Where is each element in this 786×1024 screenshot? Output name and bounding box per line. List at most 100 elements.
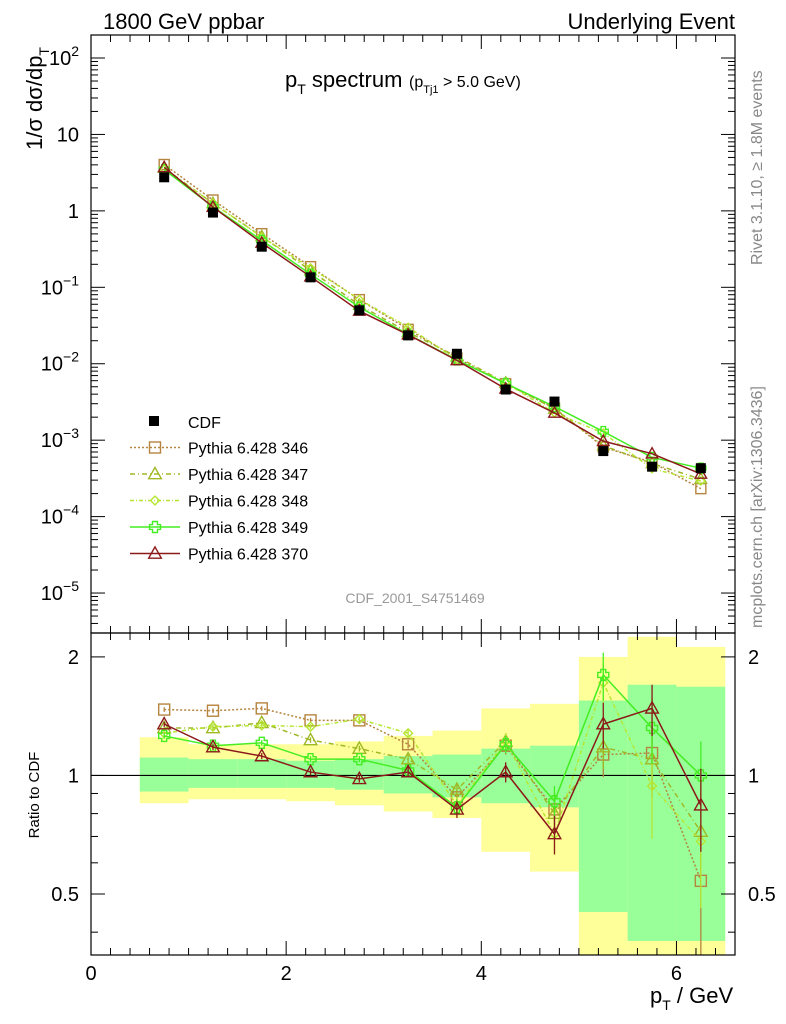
legend-marker [148, 520, 162, 534]
series-line-ratio [164, 707, 702, 882]
data-point [549, 396, 560, 407]
series-point-ratio [548, 795, 561, 808]
ratio-y-tick-label-right: 2 [748, 647, 759, 669]
series-line-main [163, 166, 702, 475]
series-point-ratio [353, 752, 366, 766]
band-inner [139, 757, 189, 792]
series-point-ratio [449, 781, 465, 796]
series-point-main [256, 227, 268, 240]
header-left: 1800 GeV ppbar [103, 9, 264, 34]
series-point-ratio [351, 770, 367, 785]
series-point-ratio [304, 752, 317, 766]
band-inner [237, 759, 287, 788]
band-inner [188, 759, 238, 788]
series-line-ratio [163, 707, 702, 836]
y-tick-label: 10 [57, 124, 79, 146]
series-line-main [163, 163, 702, 490]
series-point-main [597, 425, 609, 438]
data-point [647, 461, 658, 472]
svg-text:1/σ dσ/dpT: 1/σ dσ/dpT [22, 47, 52, 150]
series-point-ratio [597, 668, 610, 682]
x-tick-label: 2 [281, 963, 292, 985]
series-point-ratio [401, 738, 415, 751]
x-axis-label: pT / GeV [650, 983, 733, 1013]
legend: CDF Pythia 6.428 346 Pythia 6.428 347 Pythi… [130, 415, 308, 564]
series-point-main [207, 194, 219, 206]
svg-text:pT spectrum: pT spectrum [285, 67, 402, 97]
y-tick-label: 10−5 [41, 578, 79, 605]
legend-marker [149, 416, 159, 426]
series-point-ratio [305, 721, 316, 733]
series-point-main [596, 433, 611, 447]
legend-label: Pythia 6.428 349 [188, 520, 308, 537]
series-point-ratio [303, 764, 319, 778]
y-tick-label: 10−1 [41, 272, 79, 299]
series-point-ratio [400, 751, 416, 765]
y-axis-label: 1/σ dσ/dpT [22, 47, 52, 150]
mcplots-label: mcplots.cern.ch [arXiv:1306.3436] [749, 386, 766, 628]
series-point-ratio [157, 703, 171, 716]
series-line-main [163, 169, 702, 469]
series-point-ratio [499, 738, 512, 751]
series-point-ratio [206, 704, 220, 717]
data-point [451, 348, 462, 359]
rivet-label: Rivet 3.1.10, ≥ 1.8M events [749, 70, 766, 265]
series-point-main [695, 475, 706, 486]
header-right: Underlying Event [567, 9, 735, 34]
series-point-ratio [255, 736, 268, 750]
analysis-label: CDF_2001_S4751469 [345, 590, 485, 606]
legend-marker [149, 495, 161, 506]
data-point [695, 463, 706, 474]
chart-title: pT spectrum (pTj1 > 5.0 GeV) [285, 67, 521, 97]
data-point [403, 330, 414, 341]
ratio-y-tick-label: 0.5 [51, 884, 79, 906]
legend-label: Pythia 6.428 348 [188, 494, 308, 511]
svg-text:(pTj1 > 5.0 GeV): (pTj1 > 5.0 GeV) [409, 74, 521, 96]
series-point-main [449, 352, 464, 366]
series-line-ratio [164, 680, 702, 842]
data-point [598, 446, 609, 457]
series-point-ratio [449, 801, 465, 815]
series-point-main [354, 294, 365, 305]
legend-label: Pythia 6.428 347 [188, 467, 308, 484]
series-line-main [163, 167, 702, 480]
ratio-y-tick-label: 1 [68, 765, 79, 787]
data-point [207, 207, 218, 218]
series-point-ratio [256, 720, 268, 731]
series-point-main [645, 446, 660, 459]
series-point-ratio [156, 716, 172, 730]
legend-marker [148, 441, 162, 454]
series-point-ratio [402, 727, 414, 739]
series-point-ratio [498, 764, 514, 778]
ratio-panel: 0 2 4 6 0.5 0.5 1 1 2 2 [51, 632, 776, 985]
legend-marker [147, 545, 163, 559]
series-point-ratio [595, 739, 611, 753]
series-point-ratio [595, 716, 611, 730]
series-point-ratio [546, 825, 563, 840]
data-point [159, 172, 170, 183]
series-point-ratio [694, 769, 708, 782]
legend-marker [147, 465, 163, 480]
y-tick-label: 102 [49, 43, 79, 70]
ratio-y-label: Ratio to CDF [26, 752, 43, 839]
data-point [305, 272, 316, 283]
y-tick-label: 10−3 [41, 425, 79, 452]
series-point-ratio [157, 729, 171, 743]
axes-frame [90, 632, 736, 956]
data-point [500, 384, 511, 395]
legend-label: Pythia 6.428 370 [188, 547, 308, 564]
series-point-ratio [254, 748, 270, 762]
y-tick-label: 1 [68, 201, 79, 223]
series-point-ratio [644, 700, 660, 714]
series-point-ratio [646, 780, 658, 792]
ratio-y-tick-label: 2 [68, 647, 79, 669]
y-tick-label: 10−4 [41, 502, 79, 529]
series-point-ratio [205, 739, 221, 753]
series-point-ratio [693, 797, 709, 811]
x-tick-label: 0 [85, 963, 96, 985]
series-line-ratio [164, 722, 702, 833]
series-point-ratio [303, 732, 319, 746]
data-point [256, 241, 267, 252]
svg-text:pT / GeV: pT / GeV [650, 983, 733, 1013]
